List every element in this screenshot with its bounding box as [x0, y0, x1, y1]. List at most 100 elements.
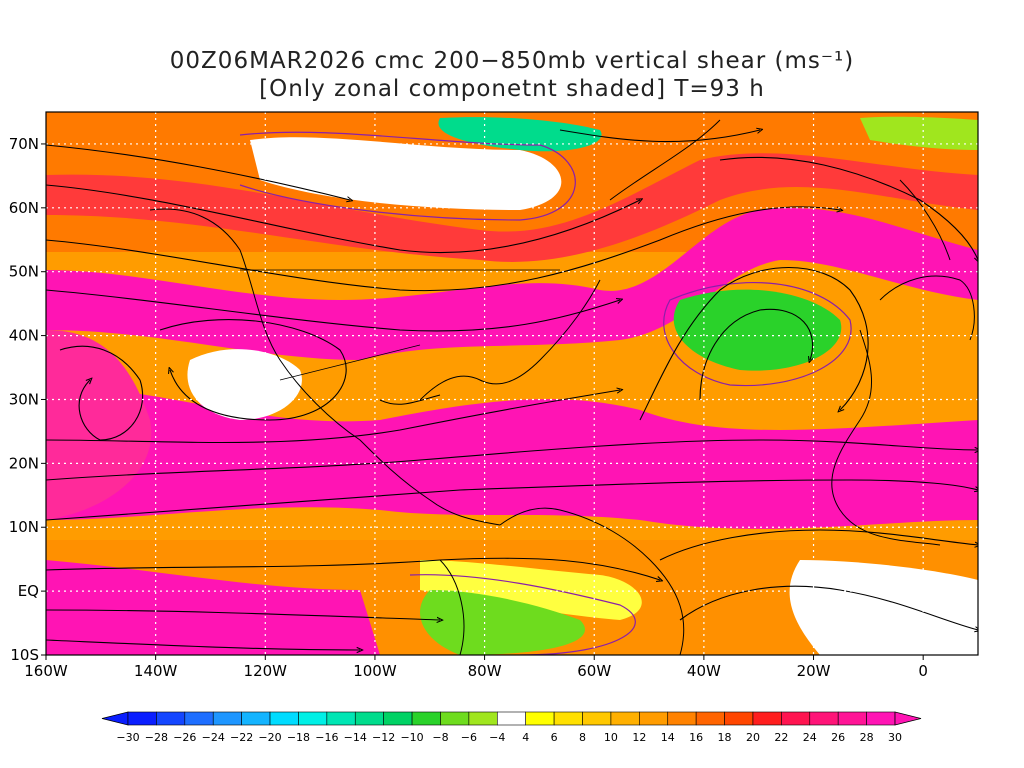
lon-tick-label: 120W: [244, 662, 288, 680]
colorbar-high-arrow: [894, 711, 922, 726]
colorbar-label: 4: [522, 731, 529, 744]
lon-tick-label: 0: [918, 662, 928, 680]
colorbar-label: −22: [230, 731, 253, 744]
colorbar-label: −30: [116, 731, 139, 744]
low-shear-s-atlantic: [789, 560, 978, 655]
colorbar-swatch: [269, 711, 299, 726]
colorbar-swatch: [724, 711, 754, 726]
colorbar-swatch: [809, 711, 839, 726]
colorbar-swatch: [781, 711, 811, 726]
streamline: [46, 390, 620, 444]
colorbar-low-arrow: [101, 711, 129, 726]
colorbar-label: 6: [551, 731, 558, 744]
colorbar-swatch: [184, 711, 214, 726]
shear-jet-subtropical: [46, 388, 978, 529]
streamline: [46, 639, 360, 650]
streamline: [46, 557, 660, 580]
lon-tick-label: 160W: [24, 662, 68, 680]
low-shear-canada: [250, 137, 562, 210]
streamline: [719, 156, 978, 260]
colorbar-swatch: [440, 711, 470, 726]
map-title-line2: [Only zonal componetnt shaded] T=93 h: [259, 76, 765, 102]
coast-gulf: [379, 394, 441, 405]
colorbar-swatch: [354, 711, 384, 726]
colorbar-swatch: [695, 711, 725, 726]
lat-tick-label: 50N: [9, 263, 39, 281]
colorbar-swatch: [383, 711, 413, 726]
colorbar-swatch: [610, 711, 640, 726]
lat-tick-label: 10N: [9, 518, 39, 536]
map-title-line1: 00Z06MAR2026 cmc 200−850mb vertical shea…: [169, 48, 855, 74]
shear-north-band: [46, 153, 978, 262]
colorbar-label: −8: [432, 731, 448, 744]
zero-contour-atlantic: [663, 281, 852, 387]
negative-shear-brazil: [420, 590, 585, 655]
colorbar-swatch: [837, 711, 867, 726]
colorbar-swatch: [298, 711, 328, 726]
low-shear-amazon: [420, 560, 642, 620]
lon-tick-label: 80W: [468, 662, 502, 680]
zero-contour-brazil: [409, 574, 636, 655]
colorbar-swatch: [667, 711, 697, 726]
colorbar-swatch: [582, 711, 612, 726]
streamline: [46, 144, 350, 200]
colorbar-swatch: [241, 711, 271, 726]
coast-south-america-north: [499, 507, 685, 655]
negative-shear-atlantic: [673, 289, 842, 371]
streamline: [59, 345, 144, 441]
colorbar-label: 18: [718, 731, 732, 744]
streamline: [559, 130, 760, 143]
lat-tick-label: 30N: [9, 390, 39, 408]
coast-south-america-west: [439, 559, 465, 655]
gridlines: [46, 112, 978, 655]
colorbar-label: 10: [604, 731, 618, 744]
colorbar-swatch: [127, 711, 157, 726]
coast-africa-west: [831, 329, 941, 546]
streamline: [46, 184, 640, 254]
streamline: [46, 206, 840, 292]
colorbar-label: 28: [860, 731, 874, 744]
coast-north-america-west: [149, 208, 501, 526]
colorbar-swatch: [525, 711, 555, 726]
lat-tick-label: 20N: [9, 454, 39, 472]
coast-us-east: [419, 279, 601, 401]
colorbar-swatch: [866, 711, 896, 726]
coast-greenland: [609, 119, 721, 201]
streamline: [699, 308, 813, 401]
colorbar-swatch: [553, 711, 583, 726]
colorbar-swatch: [639, 711, 669, 726]
colorbar-label: 20: [746, 731, 760, 744]
colorbar-label: −6: [461, 731, 477, 744]
colorbar-label: −12: [372, 731, 395, 744]
colorbar-label: 26: [831, 731, 845, 744]
streamline: [46, 439, 978, 481]
coast-iberia: [879, 275, 975, 341]
low-shear-pacific-high: [187, 349, 302, 420]
colorbar-label: 24: [803, 731, 817, 744]
colorbar-swatch: [156, 711, 186, 726]
colorbar-swatch: [411, 711, 441, 726]
streamline: [159, 319, 347, 421]
lat-tick-label: 40N: [9, 327, 39, 345]
streamline: [679, 585, 978, 630]
streamline: [46, 609, 440, 620]
lon-tick-label: 40W: [687, 662, 721, 680]
colorbar-label: −14: [344, 731, 367, 744]
colorbar-label: −24: [202, 731, 225, 744]
lon-tick-label: 20W: [797, 662, 831, 680]
colorbar-label: −10: [400, 731, 423, 744]
lon-tick-label: 100W: [353, 662, 397, 680]
plot-frame: [45, 111, 979, 656]
coast-europe-north: [899, 179, 951, 261]
colorbar-swatch: [752, 711, 782, 726]
colorbar: −30 −28 −26 −24 −22 −20 −18 −16 −14 −12 −10 −8 −6 −4 4…: [101, 711, 922, 744]
shear-pacific-core: [46, 330, 152, 520]
shear-jet-midlat: [46, 208, 978, 360]
streamlines: [46, 130, 978, 650]
colorbar-label: −26: [173, 731, 196, 744]
zero-contour-canada: [239, 131, 576, 221]
colorbar-swatch: [212, 711, 242, 726]
colorbar-label: 16: [689, 731, 703, 744]
streamline: [639, 267, 869, 421]
